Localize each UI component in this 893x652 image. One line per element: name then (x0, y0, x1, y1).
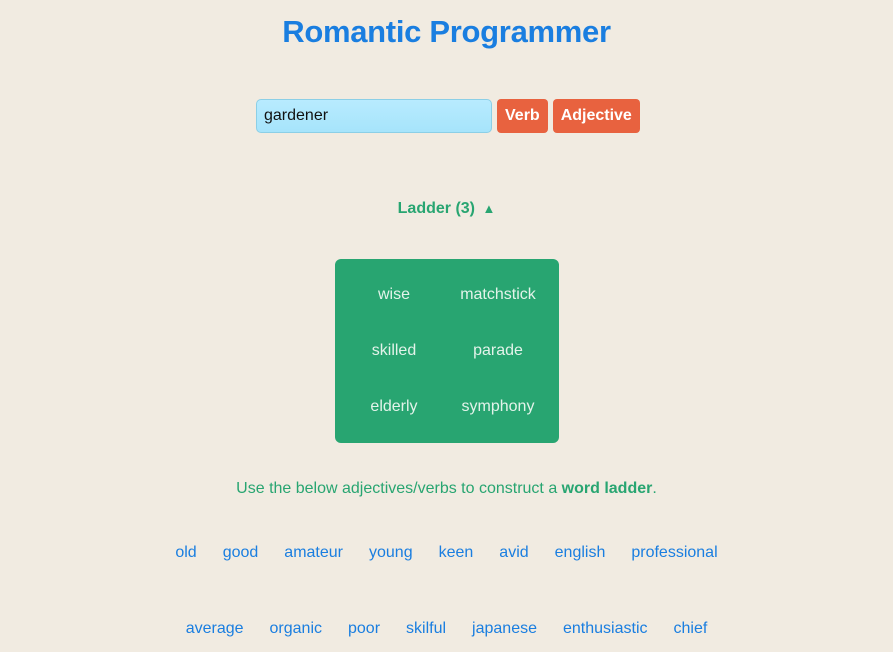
instruction-prefix: Use the below adjectives/verbs to constr… (236, 480, 562, 497)
ladder-word[interactable]: elderly (370, 398, 418, 415)
word-bank-row: average organic poor skilful japanese enthusi… (0, 620, 893, 638)
word-link[interactable]: young (369, 544, 413, 561)
ladder-toggle[interactable]: Ladder (3) ▲ (0, 200, 893, 218)
ladder-word[interactable]: wise (377, 286, 410, 303)
adjective-button[interactable]: Adjective (552, 99, 640, 133)
tree-icon: ▲ (482, 201, 496, 216)
verb-button[interactable]: Verb (497, 99, 548, 133)
ladder-word[interactable]: symphony (461, 398, 535, 415)
instruction-text: Use the below adjectives/verbs to constr… (0, 480, 893, 498)
word-link[interactable]: old (175, 544, 197, 561)
word-link[interactable]: chief (673, 620, 708, 637)
word-link[interactable]: keen (438, 544, 474, 561)
word-link[interactable]: skilful (406, 620, 447, 637)
word-link[interactable]: organic (269, 620, 322, 637)
word-input[interactable] (256, 99, 492, 133)
word-link[interactable]: english (554, 544, 606, 561)
ladder-panel: wise skilled elderly matchstick parade sympho… (335, 259, 559, 443)
ladder-word[interactable]: matchstick (460, 286, 536, 303)
word-link[interactable]: professional (631, 544, 718, 561)
ladder-grid: wise skilled elderly matchstick parade sympho… (335, 259, 559, 443)
word-link[interactable]: poor (348, 620, 381, 637)
word-link[interactable]: good (222, 544, 259, 561)
page-title: Romantic Programmer (282, 14, 611, 49)
word-link[interactable]: average (185, 620, 244, 637)
instruction-suffix: . (652, 480, 657, 497)
word-link[interactable]: enthusiastic (563, 620, 648, 637)
ladder-toggle-label: Ladder (3) (397, 200, 475, 217)
word-bank-row: old good amateur young keen avid english profes… (0, 544, 893, 562)
instruction-emphasis: word ladder (561, 480, 653, 497)
ladder-word[interactable]: parade (473, 342, 523, 359)
word-link[interactable]: amateur (284, 544, 343, 561)
ladder-word[interactable]: skilled (371, 342, 417, 359)
word-link[interactable]: avid (499, 544, 529, 561)
word-entry-controls: Verb Adjective (256, 99, 640, 133)
word-link[interactable]: japanese (472, 620, 537, 637)
